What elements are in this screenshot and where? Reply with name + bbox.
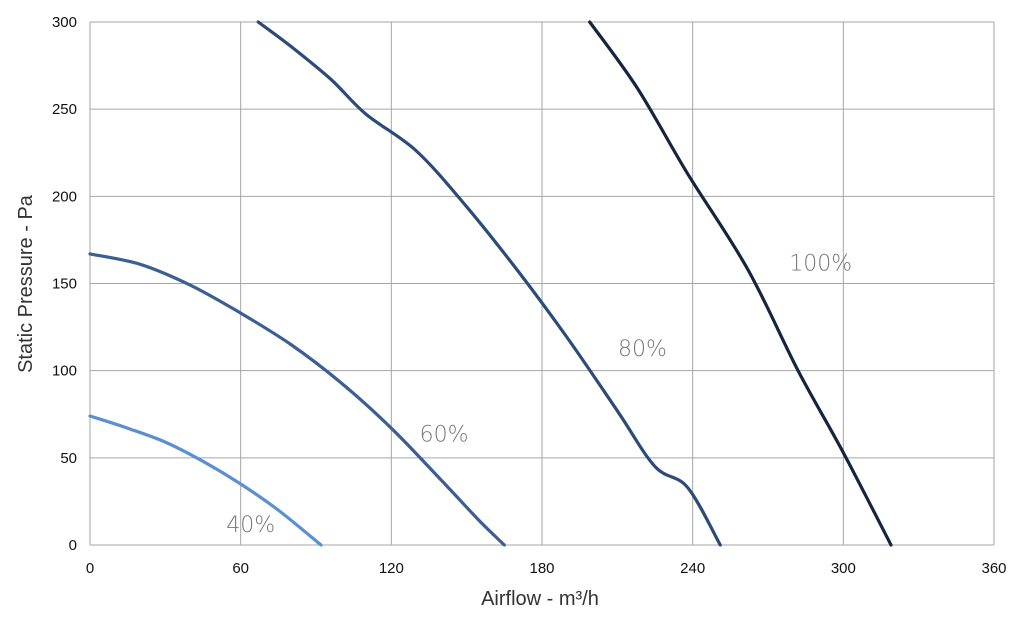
curve-60pct [88,252,506,547]
x-axis-title: Airflow - m³/h [481,588,599,610]
y-tick-label: 50 [60,450,77,467]
x-tick-label: 240 [680,560,705,577]
y-tick-label: 250 [52,101,77,118]
x-tick-label: 180 [529,560,554,577]
curve-label-60pct: 60% [420,422,469,447]
y-axis-title: Static Pressure - Pa [15,194,37,373]
curve-80pct [256,20,722,547]
y-tick-label: 0 [69,537,77,554]
y-axis-ticks: 0 50 100 150 200 250 300 [52,14,77,554]
grid [89,21,995,546]
x-tick-label: 360 [981,560,1006,577]
x-tick-label: 0 [86,560,94,577]
curve-label-80pct: 80% [618,337,667,362]
y-tick-label: 300 [52,14,77,31]
x-axis-ticks: 0 60 120 180 240 300 360 [86,560,1007,577]
curve-label-40pct: 40% [226,513,275,538]
x-tick-label: 300 [831,560,856,577]
curve-label-100pct: 100% [789,252,852,277]
curve-labels: 40% 60% 80% 100% [226,252,852,539]
y-tick-label: 100 [52,363,77,380]
y-tick-label: 150 [52,276,77,293]
curve-100pct [588,20,893,547]
curve-40pct [88,414,323,547]
curves [88,20,893,547]
x-tick-label: 120 [379,560,404,577]
x-tick-label: 60 [232,560,249,577]
y-tick-label: 200 [52,188,77,205]
